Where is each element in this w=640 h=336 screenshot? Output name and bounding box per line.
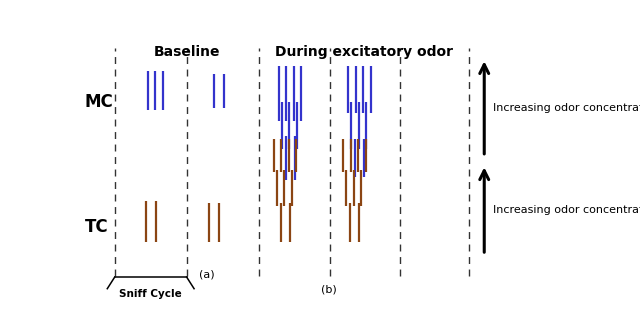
Text: (a): (a) xyxy=(199,269,214,280)
Text: Baseline: Baseline xyxy=(154,45,220,59)
Text: Sniff Cycle: Sniff Cycle xyxy=(119,290,182,299)
Text: Increasing odor concentration: Increasing odor concentration xyxy=(493,205,640,215)
Text: TC: TC xyxy=(85,218,109,236)
Text: MC: MC xyxy=(85,93,114,112)
Text: During excitatory odor: During excitatory odor xyxy=(275,45,453,59)
Text: (b): (b) xyxy=(321,285,337,295)
Text: Increasing odor concentration: Increasing odor concentration xyxy=(493,102,640,113)
